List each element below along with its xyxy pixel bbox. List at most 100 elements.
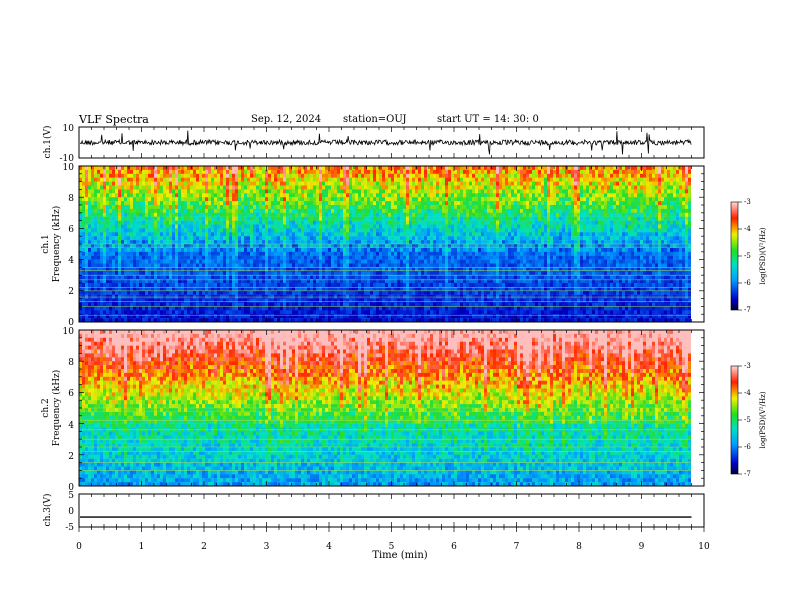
- spectrogram-cell: [394, 197, 397, 201]
- spectrogram-cell: [211, 252, 214, 256]
- spectrogram-cell: [262, 264, 265, 268]
- spectrogram-cell: [361, 228, 364, 232]
- spectrogram-cell: [436, 228, 439, 232]
- spectrogram-cell: [115, 193, 118, 197]
- spectrogram-cell: [82, 275, 85, 279]
- spectrogram-cell: [205, 186, 208, 190]
- spectrogram-cell: [271, 186, 274, 190]
- spectrogram-cell: [355, 244, 358, 248]
- spectrogram-cell: [319, 260, 322, 264]
- spectrogram-cell: [373, 209, 376, 213]
- spectrogram-cell: [136, 264, 139, 268]
- spectrogram-cell: [181, 283, 184, 287]
- spectrogram-cell: [322, 314, 325, 318]
- spectrogram-cell: [175, 182, 178, 186]
- spectrogram-cell: [304, 314, 307, 318]
- spectrogram-cell: [418, 166, 421, 170]
- spectrogram-cell: [112, 193, 115, 197]
- spectrogram-cell: [304, 236, 307, 240]
- spectrogram-cell: [121, 217, 124, 221]
- spectrogram-cell: [265, 244, 268, 248]
- spectrogram-cell: [262, 228, 265, 232]
- spectrogram-cell: [241, 248, 244, 252]
- spectrogram-cell: [430, 186, 433, 190]
- spectrogram-cell: [247, 244, 250, 248]
- spectrogram-cell: [259, 170, 262, 174]
- spectrogram-cell: [328, 232, 331, 236]
- spectrogram-cell: [316, 225, 319, 229]
- spectrogram-cell: [157, 186, 160, 190]
- spectrogram-cell: [391, 291, 394, 295]
- spectrogram-cell: [166, 217, 169, 221]
- spectrogram-cell: [169, 232, 172, 236]
- spectrogram-cell: [193, 252, 196, 256]
- spectrogram-cell: [82, 178, 85, 182]
- spectrogram-cell: [244, 264, 247, 268]
- spectrogram-cell: [265, 252, 268, 256]
- spectrogram-cell: [187, 275, 190, 279]
- spectrogram-cell: [400, 166, 403, 170]
- spectrogram-cell: [259, 252, 262, 256]
- spectrogram-cell: [286, 314, 289, 318]
- spectrogram-cell: [430, 240, 433, 244]
- spectrogram-cell: [214, 310, 217, 314]
- spectrogram-cell: [256, 264, 259, 268]
- spectrogram-cell: [403, 271, 406, 275]
- spectrogram-cell: [286, 275, 289, 279]
- spectrogram-cell: [373, 267, 376, 271]
- spectrogram-cell: [328, 244, 331, 248]
- spectrogram-cell: [373, 166, 376, 170]
- spectrogram-cell: [349, 240, 352, 244]
- spectrogram-cell: [286, 236, 289, 240]
- spectrogram-cell: [328, 166, 331, 170]
- spectrogram-cell: [190, 178, 193, 182]
- spectrogram-cell: [136, 248, 139, 252]
- spectrogram-cell: [262, 260, 265, 264]
- spectrogram-cell: [139, 236, 142, 240]
- spectrogram-cell: [343, 225, 346, 229]
- spectrogram-cell: [397, 267, 400, 271]
- spectrogram-cell: [178, 236, 181, 240]
- spectrogram-cell: [262, 252, 265, 256]
- spectrogram-cell: [280, 299, 283, 303]
- spectrogram-cell: [208, 166, 211, 170]
- spectrogram-cell: [301, 260, 304, 264]
- spectrogram-cell: [229, 267, 232, 271]
- spectrogram-cell: [268, 174, 271, 178]
- spectrogram-cell: [235, 310, 238, 314]
- spectrogram-cell: [166, 193, 169, 197]
- spectrogram-cell: [268, 201, 271, 205]
- spectrogram-cell: [148, 314, 151, 318]
- spectrogram-cell: [229, 248, 232, 252]
- spectrogram-cell: [247, 260, 250, 264]
- spectrogram-cell: [283, 189, 286, 193]
- spectrogram-cell: [394, 209, 397, 213]
- spectrogram-cell: [163, 201, 166, 205]
- spectrogram-cell: [181, 221, 184, 225]
- spectrogram-cell: [250, 310, 253, 314]
- spectrogram-cell: [118, 299, 121, 303]
- spectrogram-cell: [436, 166, 439, 170]
- spectrogram-cell: [259, 310, 262, 314]
- spectrogram-cell: [379, 170, 382, 174]
- spectrogram-cell: [286, 260, 289, 264]
- spectrogram-cell: [136, 283, 139, 287]
- spectrogram-cell: [334, 283, 337, 287]
- spectrogram-cell: [265, 291, 268, 295]
- spectrogram-cell: [103, 182, 106, 186]
- spectrogram-cell: [184, 209, 187, 213]
- spectrogram-cell: [307, 186, 310, 190]
- spectrogram-cell: [256, 271, 259, 275]
- spectrogram-cell: [385, 306, 388, 310]
- spectrogram-cell: [217, 225, 220, 229]
- spectrogram-cell: [400, 267, 403, 271]
- spectrogram-cell: [130, 205, 133, 209]
- spectrogram-cell: [157, 174, 160, 178]
- spectrogram-cell: [340, 213, 343, 217]
- spectrogram-cell: [343, 197, 346, 201]
- spectrogram-cell: [142, 244, 145, 248]
- spectrogram-cell: [115, 248, 118, 252]
- spectrogram-cell: [340, 178, 343, 182]
- spectrogram-cell: [202, 256, 205, 260]
- spectrogram-cell: [313, 256, 316, 260]
